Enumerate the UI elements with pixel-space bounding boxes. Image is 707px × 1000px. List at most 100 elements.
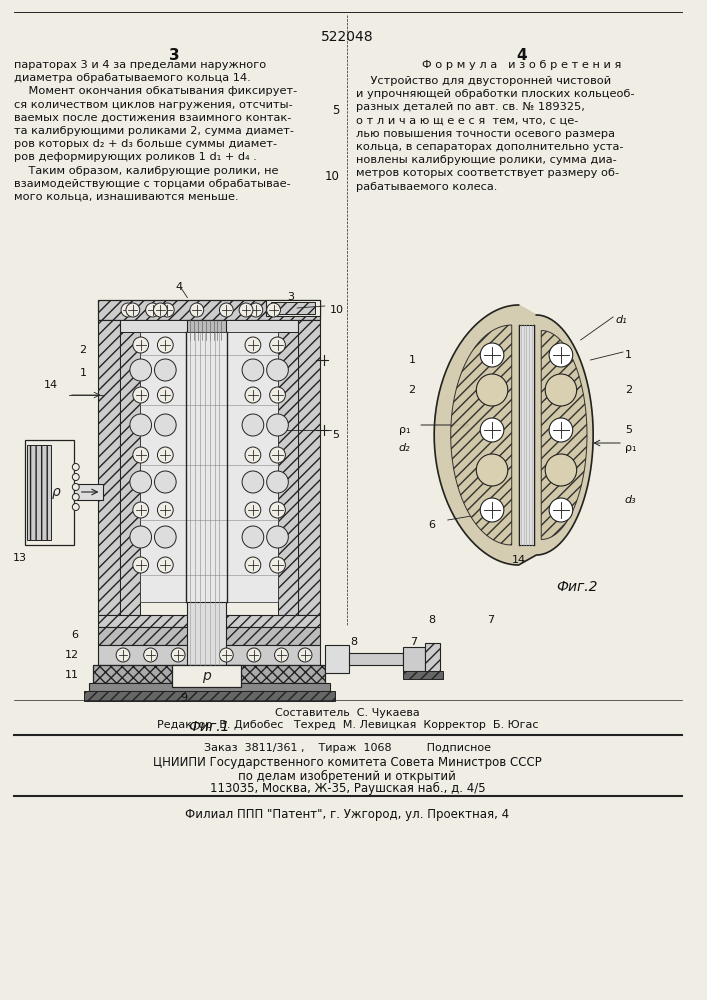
- Circle shape: [269, 557, 286, 573]
- Circle shape: [153, 303, 168, 317]
- Circle shape: [245, 447, 261, 463]
- Bar: [98, 320, 120, 615]
- Text: параторах 3 и 4 за пределами наружного: параторах 3 и 4 за пределами наружного: [13, 60, 266, 70]
- Circle shape: [549, 343, 573, 367]
- Text: 5: 5: [625, 425, 632, 435]
- Circle shape: [219, 648, 233, 662]
- Bar: [404, 671, 443, 679]
- Bar: [88, 683, 329, 691]
- Text: и упрочняющей обработки плоских кольцеоб-: и упрочняющей обработки плоских кольцеоб…: [356, 89, 635, 99]
- Bar: [404, 647, 425, 671]
- Bar: [98, 300, 320, 320]
- Text: 10: 10: [329, 305, 344, 315]
- Text: 2: 2: [409, 385, 416, 395]
- Circle shape: [242, 526, 264, 548]
- Circle shape: [72, 493, 79, 500]
- Text: Ф о р м у л а   и з о б р е т е н и я: Ф о р м у л а и з о б р е т е н и я: [422, 60, 621, 70]
- Text: Филиал ППП "Патент", г. Ужгород, ул. Проектная, 4: Филиал ППП "Патент", г. Ужгород, ул. Про…: [185, 808, 510, 821]
- Text: d₁: d₁: [615, 315, 626, 325]
- Text: 13: 13: [13, 553, 27, 563]
- Circle shape: [133, 447, 148, 463]
- Text: 7: 7: [410, 637, 417, 647]
- Text: Устройство для двусторонней чистовой: Устройство для двусторонней чистовой: [356, 76, 612, 86]
- Circle shape: [267, 526, 288, 548]
- Text: 10: 10: [325, 170, 339, 183]
- Circle shape: [267, 303, 281, 317]
- Text: 5: 5: [332, 430, 339, 440]
- Text: Редактор  В. Дибобес   Техред  М. Левицкая  Корректор  Б. Югас: Редактор В. Дибобес Техред М. Левицкая К…: [157, 720, 538, 730]
- Circle shape: [245, 387, 261, 403]
- Text: та калибрующими роликами 2, сумма диамет-: та калибрующими роликами 2, сумма диамет…: [13, 126, 294, 136]
- Circle shape: [269, 337, 286, 353]
- Bar: [98, 627, 320, 645]
- Text: 4: 4: [175, 282, 182, 292]
- Text: о т л и ч а ю щ е е с я  тем, что, с це-: о т л и ч а ю щ е е с я тем, что, с це-: [356, 116, 578, 126]
- Text: 8: 8: [351, 637, 358, 647]
- Text: 12: 12: [64, 650, 78, 660]
- Circle shape: [158, 447, 173, 463]
- Text: Момент окончания обкатывания фиксирует-: Момент окончания обкатывания фиксирует-: [13, 86, 297, 96]
- Text: p: p: [202, 669, 211, 683]
- Bar: [98, 615, 320, 627]
- Circle shape: [155, 526, 176, 548]
- Text: ЦНИИПИ Государственного комитета Совета Министров СССР: ЦНИИПИ Государственного комитета Совета …: [153, 756, 542, 769]
- Text: 5: 5: [332, 104, 339, 117]
- Text: 1: 1: [625, 350, 632, 360]
- Text: 11: 11: [65, 670, 78, 680]
- Bar: [519, 325, 534, 545]
- Circle shape: [171, 648, 185, 662]
- Circle shape: [155, 471, 176, 493]
- Circle shape: [219, 303, 233, 317]
- Circle shape: [269, 447, 286, 463]
- Circle shape: [144, 648, 158, 662]
- Bar: [27, 445, 51, 540]
- Text: 113035, Москва, Ж-35, Раушская наб., д. 4/5: 113035, Москва, Ж-35, Раушская наб., д. …: [209, 782, 485, 795]
- Circle shape: [549, 498, 573, 522]
- Circle shape: [158, 502, 173, 518]
- Bar: [25, 440, 74, 545]
- Circle shape: [267, 359, 288, 381]
- Text: кольца, в сепараторах дополнительно уста-: кольца, в сепараторах дополнительно уста…: [356, 142, 624, 152]
- Circle shape: [245, 502, 261, 518]
- Text: ров деформирующих роликов 1 d₁ + d₄ .: ров деформирующих роликов 1 d₁ + d₄ .: [13, 152, 257, 162]
- Text: 3: 3: [287, 292, 294, 302]
- Text: ваемых после достижения взаимного контак-: ваемых после достижения взаимного контак…: [13, 113, 291, 123]
- Bar: [266, 300, 320, 316]
- Circle shape: [242, 414, 264, 436]
- Bar: [298, 320, 320, 615]
- Text: диаметра обрабатываемого кольца 14.: диаметра обрабатываемого кольца 14.: [13, 73, 250, 83]
- Circle shape: [130, 414, 151, 436]
- Text: Заказ  3811/361 ,    Тираж  1068          Подписное: Заказ 3811/361 , Тираж 1068 Подписное: [204, 743, 491, 753]
- Text: d₃: d₃: [625, 495, 636, 505]
- Circle shape: [116, 648, 130, 662]
- Circle shape: [545, 374, 577, 406]
- Text: лью повышения точности осевого размера: лью повышения точности осевого размера: [356, 129, 615, 139]
- Bar: [93, 665, 325, 683]
- Text: 6: 6: [71, 630, 78, 640]
- Text: 14: 14: [512, 555, 526, 565]
- Circle shape: [155, 414, 176, 436]
- Text: взаимодействующие с торцами обрабатывае-: взаимодействующие с торцами обрабатывае-: [13, 179, 291, 189]
- Text: новлены калибрующие ролики, сумма диа-: новлены калибрующие ролики, сумма диа-: [356, 155, 617, 165]
- Text: ρ₁: ρ₁: [399, 425, 410, 435]
- Circle shape: [298, 648, 312, 662]
- Circle shape: [130, 526, 151, 548]
- Circle shape: [477, 454, 508, 486]
- Circle shape: [72, 474, 79, 481]
- Bar: [187, 332, 226, 602]
- Circle shape: [242, 471, 264, 493]
- Circle shape: [160, 303, 174, 317]
- Polygon shape: [434, 305, 593, 565]
- Circle shape: [72, 484, 79, 490]
- Circle shape: [239, 303, 253, 317]
- Circle shape: [247, 648, 261, 662]
- Text: 1: 1: [409, 355, 416, 365]
- Circle shape: [130, 471, 151, 493]
- Circle shape: [133, 557, 148, 573]
- Circle shape: [158, 387, 173, 403]
- Text: 9: 9: [180, 693, 187, 703]
- Bar: [140, 332, 279, 602]
- Circle shape: [72, 504, 79, 510]
- Circle shape: [146, 303, 159, 317]
- Text: Таким образом, калибрующие ролики, не: Таким образом, калибрующие ролики, не: [13, 166, 279, 176]
